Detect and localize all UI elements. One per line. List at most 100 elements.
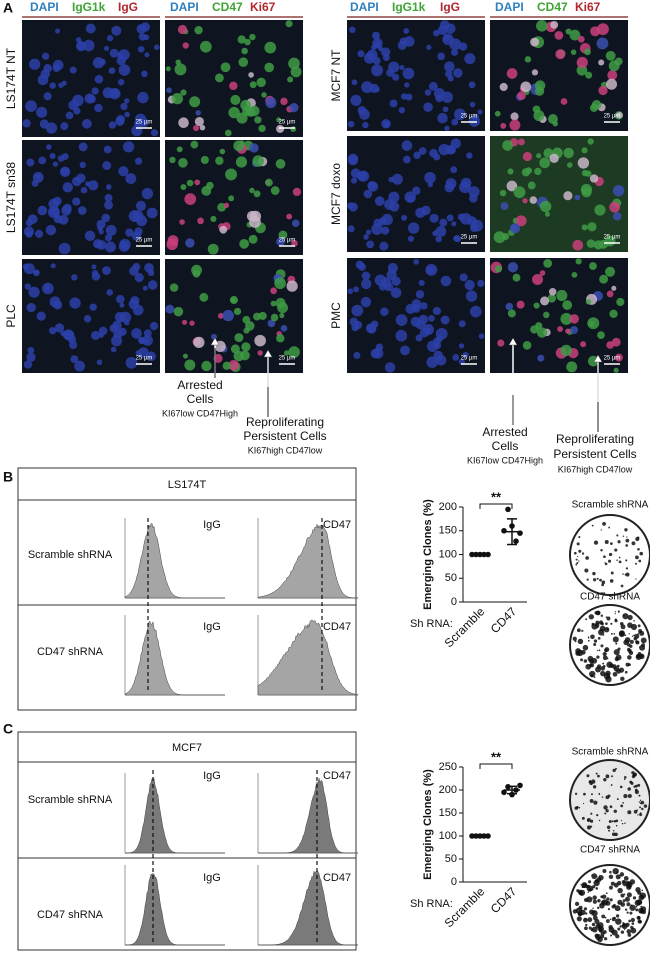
cell [458,343,465,349]
cell [424,327,432,334]
cell [52,161,59,167]
colony [578,549,582,553]
cell [402,67,415,80]
cell [117,78,125,86]
column-label: CD47 [323,519,351,531]
cell [597,23,609,36]
cell [280,324,288,332]
colony [624,896,630,902]
annotation-arrowhead [210,337,220,346]
colony [594,611,599,615]
cell [381,119,391,129]
colony [590,825,593,828]
cell [372,31,381,40]
cell [389,99,398,108]
cell [373,218,382,227]
cell [360,296,372,308]
cell [374,196,385,207]
colony [594,933,599,938]
colony [610,571,614,575]
cell [598,59,605,66]
scale-bar-label: 25 µm [136,356,153,362]
cell [469,194,478,203]
cell [536,153,542,159]
cell [424,171,436,184]
colony [625,538,630,543]
cell [166,87,172,93]
cell [351,304,364,317]
colony [591,874,593,877]
cell [261,92,267,98]
colony [628,663,631,667]
cell [347,120,355,128]
cell [521,168,531,177]
colony [639,806,642,809]
colony [586,578,589,581]
cell [138,336,146,345]
y-tick-label: 200 [439,501,457,513]
colony [575,563,578,566]
cell [27,346,35,354]
row-label: Scramble shRNA [28,549,113,561]
dish-label: CD47 shRNA [580,845,640,856]
colony [599,629,602,631]
colony [641,643,646,648]
colony [625,567,629,570]
colony [600,614,604,617]
cell [108,121,117,129]
cell [453,235,460,242]
colony [602,521,606,526]
colony [607,908,611,911]
colony [638,794,641,797]
cell [62,329,74,341]
cell [82,39,95,52]
cell [494,110,501,117]
colony [587,917,593,923]
cell [219,148,226,155]
cell [201,185,212,196]
cell [392,73,400,81]
colony [619,908,621,911]
cell [612,211,622,221]
cell [447,75,454,82]
cell [189,96,201,108]
cell [270,186,280,195]
colony [635,536,640,542]
colony [612,903,616,908]
colony [611,832,616,837]
colony [615,824,618,827]
colony [610,632,613,635]
cell [560,98,568,105]
cell [438,143,450,156]
cell [69,297,81,309]
cell [531,273,544,286]
cell [194,116,204,127]
data-point [505,506,511,513]
cell [418,279,425,286]
cell [423,102,433,112]
row-label: CD47 shRNA [37,646,104,658]
cell [116,294,125,304]
colony [591,622,595,626]
cell [291,240,298,247]
cell [278,230,288,240]
colony [590,793,593,796]
cell [182,319,188,325]
cell [242,105,253,116]
cell [285,20,293,28]
row-label: MCF7 doxo [329,163,343,225]
cell [104,193,113,202]
cell [587,138,594,145]
colony [581,816,585,820]
cell [214,73,224,83]
cell [580,183,593,196]
colony [580,658,583,662]
cell [350,94,362,106]
cell [370,348,381,359]
colony [630,927,637,934]
colony [609,805,613,809]
colony [630,904,632,907]
annotation-line: Arrested [177,378,222,392]
colony [639,551,644,556]
colony [615,654,622,661]
